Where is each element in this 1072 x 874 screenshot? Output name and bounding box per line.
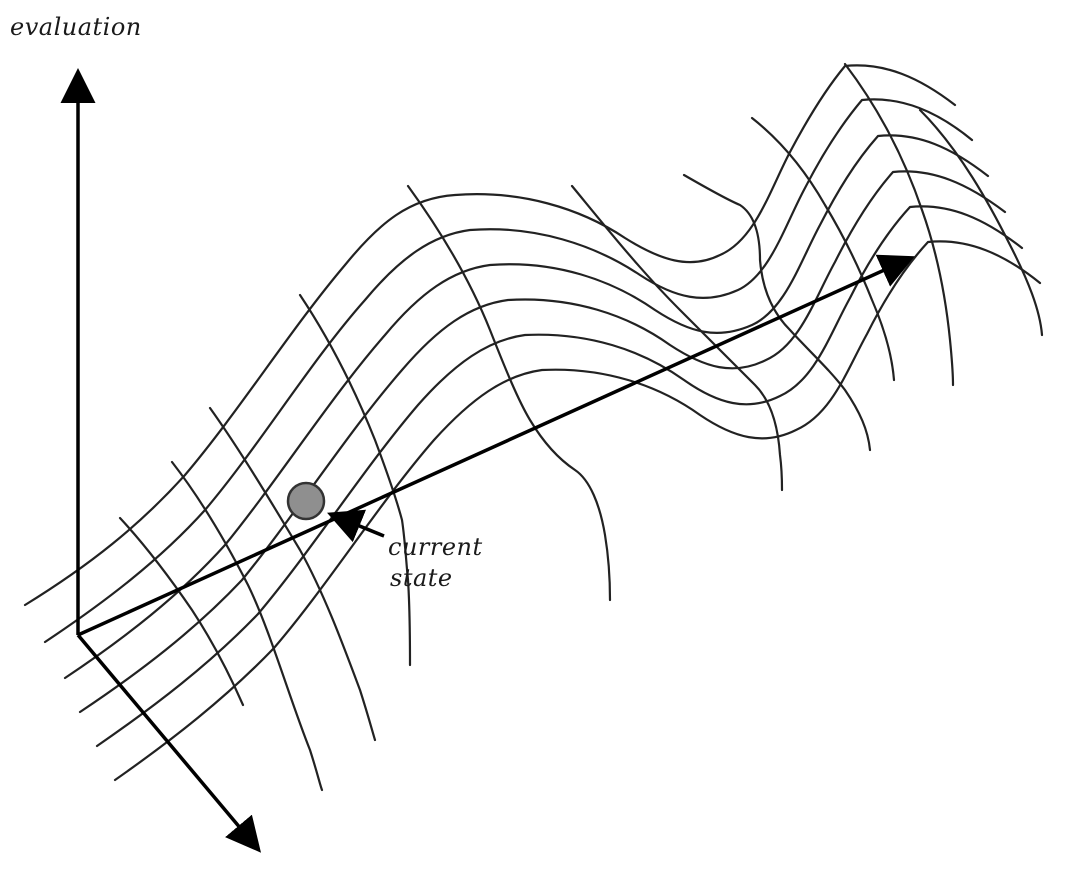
cross-line-1 <box>118 516 245 707</box>
horizontal-axis <box>77 254 915 637</box>
cross-line-9 <box>843 62 955 387</box>
cross-line-7 <box>682 173 872 452</box>
evaluation-axis-label: evaluation <box>10 13 142 41</box>
evaluation-surface-mesh <box>23 62 1044 792</box>
cross-line-8 <box>750 116 896 382</box>
cross-line-3 <box>208 406 377 742</box>
current-state-label-line2: state <box>390 564 453 592</box>
current-state-marker <box>286 481 326 521</box>
cross-line-5 <box>406 184 612 602</box>
surface-line-6 <box>113 240 1042 782</box>
surface-line-4 <box>78 170 1007 714</box>
depth-axis <box>76 633 262 853</box>
cross-line-4 <box>298 293 412 667</box>
current-state-pointer-arrow <box>327 509 385 543</box>
surface-line-1 <box>23 64 957 607</box>
surface-line-2 <box>43 98 974 644</box>
surface-line-3 <box>63 134 990 680</box>
cross-line-6 <box>570 184 784 492</box>
cross-line-10 <box>918 108 1044 337</box>
current-state-label-line1: current <box>388 533 483 561</box>
cross-line-2 <box>170 460 324 792</box>
surface-line-5 <box>95 205 1024 748</box>
